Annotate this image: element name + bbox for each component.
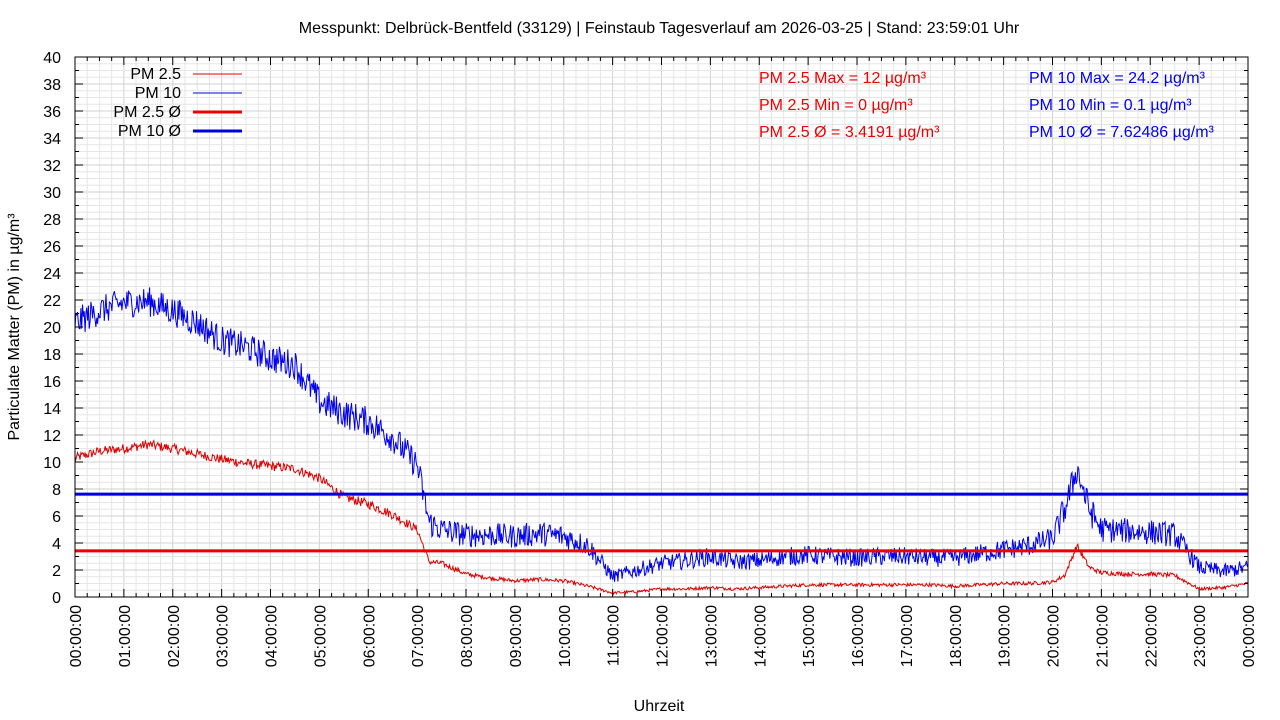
x-tick-label: 02:00:00	[166, 605, 183, 667]
y-tick-label: 16	[43, 374, 61, 391]
x-tick-label: 04:00:00	[264, 605, 281, 667]
y-tick-label: 32	[43, 158, 61, 175]
y-tick-label: 12	[43, 428, 61, 445]
chart-title: Messpunkt: Delbrück-Bentfeld (33129) | F…	[299, 20, 1020, 37]
legend-label-pm25: PM 2.5	[130, 66, 181, 83]
x-tick-label: 12:00:00	[655, 605, 672, 667]
y-tick-label: 14	[43, 401, 61, 418]
y-tick-label: 24	[43, 266, 61, 283]
y-tick-label: 22	[43, 293, 61, 310]
x-tick-label: 01:00:00	[117, 605, 134, 667]
y-tick-label: 2	[52, 563, 61, 580]
pm25-max-label: PM 2.5 Max = 12 µg/m³	[759, 70, 927, 87]
x-tick-label: 15:00:00	[801, 605, 818, 667]
x-tick-label: 22:00:00	[1143, 605, 1160, 667]
y-tick-label: 38	[43, 77, 61, 94]
x-tick-label: 17:00:00	[899, 605, 916, 667]
x-tick-label: 06:00:00	[361, 605, 378, 667]
chart-ticks	[74, 56, 1249, 598]
pm10-avg-label: PM 10 Ø = 7.62486 µg/m³	[1029, 124, 1215, 141]
x-tick-label: 13:00:00	[703, 605, 720, 667]
stats-pm25: PM 2.5 Max = 12 µg/m³ PM 2.5 Min = 0 µg/…	[759, 70, 940, 141]
x-axis-label: Uhrzeit	[634, 698, 685, 715]
y-tick-label: 0	[52, 590, 61, 607]
x-tick-label: 00:00:00	[68, 605, 85, 667]
x-tick-label: 18:00:00	[948, 605, 965, 667]
x-tick-label: 03:00:00	[215, 605, 232, 667]
y-tick-label: 34	[43, 131, 61, 148]
pm10-max-label: PM 10 Max = 24.2 µg/m³	[1029, 70, 1206, 87]
x-tick-label: 23:00:00	[1192, 605, 1209, 667]
x-tick-label: 16:00:00	[850, 605, 867, 667]
x-tick-label: 07:00:00	[410, 605, 427, 667]
y-tick-label: 4	[52, 536, 61, 553]
y-tick-label: 18	[43, 347, 61, 364]
pm10-min-label: PM 10 Min = 0.1 µg/m³	[1029, 97, 1192, 114]
y-tick-label: 8	[52, 482, 61, 499]
y-tick-label: 36	[43, 104, 61, 121]
pm25-avg-label: PM 2.5 Ø = 3.4191 µg/m³	[759, 124, 940, 141]
y-tick-label: 40	[43, 50, 61, 67]
y-tick-label: 28	[43, 212, 61, 229]
y-tick-label: 10	[43, 455, 61, 472]
pm25-min-label: PM 2.5 Min = 0 µg/m³	[759, 97, 913, 114]
legend-label-pm10: PM 10	[135, 85, 181, 102]
x-tick-label: 10:00:00	[557, 605, 574, 667]
legend-label-pm25-avg: PM 2.5 Ø	[113, 104, 181, 121]
y-tick-label: 30	[43, 185, 61, 202]
y-tick-label: 20	[43, 320, 61, 337]
stats-pm10: PM 10 Max = 24.2 µg/m³ PM 10 Min = 0.1 µ…	[1029, 70, 1215, 141]
chart-average-lines	[75, 492, 1248, 553]
x-tick-label: 21:00:00	[1094, 605, 1111, 667]
legend: PM 2.5 PM 10 PM 2.5 Ø PM 10 Ø	[113, 66, 242, 140]
chart-grid	[75, 57, 1248, 597]
x-tick-label: 19:00:00	[997, 605, 1014, 667]
y-tick-label: 26	[43, 239, 61, 256]
series-line-pm10	[74, 287, 1249, 582]
x-tick-label: 05:00:00	[312, 605, 329, 667]
x-tick-label: 00:00:00	[1241, 605, 1258, 667]
x-tick-label: 08:00:00	[459, 605, 476, 667]
y-tick-label: 6	[52, 509, 61, 526]
chart-tick-labels: 024681012141618202224262830323436384000:…	[43, 50, 1258, 667]
legend-label-pm10-avg: PM 10 Ø	[118, 123, 181, 140]
x-tick-label: 09:00:00	[508, 605, 525, 667]
x-tick-label: 11:00:00	[606, 605, 623, 666]
y-axis-label: Particulate Matter (PM) in µg/m³	[6, 213, 23, 441]
x-tick-label: 14:00:00	[752, 605, 769, 667]
x-tick-label: 20:00:00	[1046, 605, 1063, 667]
